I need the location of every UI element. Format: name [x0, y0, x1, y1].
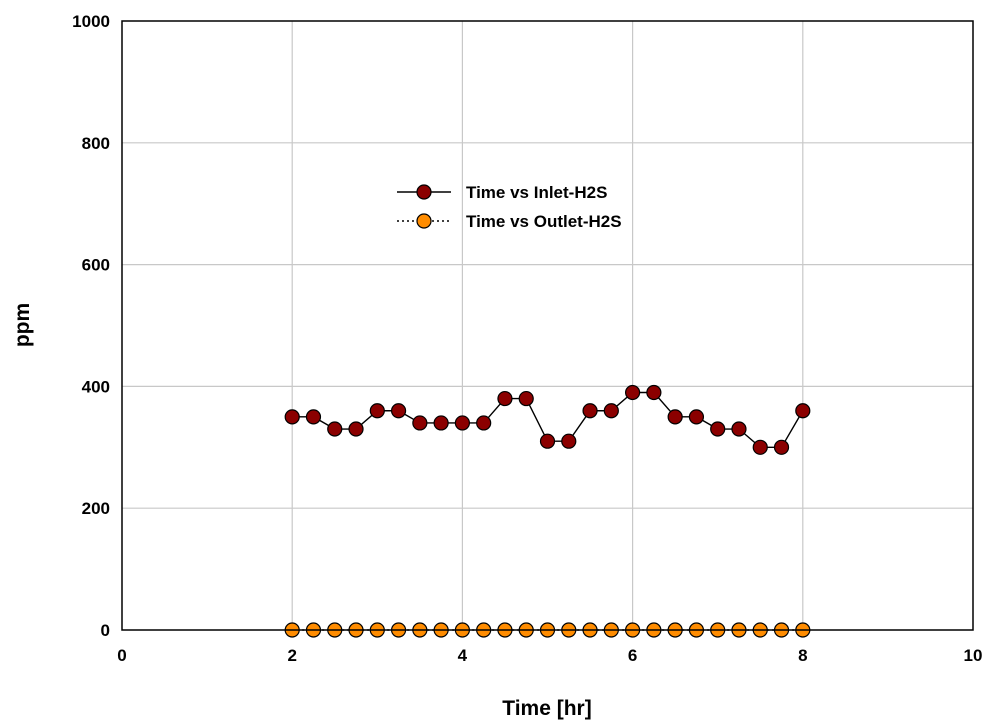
data-point — [518, 390, 534, 407]
x-tick-label: 8 — [798, 646, 807, 665]
data-point — [327, 421, 343, 437]
series-layer — [284, 384, 811, 638]
data-point — [582, 403, 598, 419]
legend-marker — [416, 184, 432, 200]
data-point — [710, 421, 726, 437]
grid — [122, 21, 973, 630]
y-tick-label: 600 — [82, 256, 110, 275]
plot-frame — [121, 20, 974, 631]
data-point — [476, 415, 492, 431]
data-point — [390, 403, 407, 419]
x-axis-ticks: 0 2 4 6 8 10 — [117, 646, 982, 665]
data-point — [561, 433, 577, 449]
series-group — [284, 384, 811, 455]
data-point — [433, 415, 449, 431]
x-tick-label: 0 — [117, 646, 126, 665]
y-tick-label: 0 — [101, 621, 110, 640]
data-point — [731, 421, 747, 437]
data-point — [284, 409, 300, 425]
legend-label: Time vs Inlet-H2S — [466, 183, 607, 202]
y-tick-label: 200 — [82, 499, 110, 518]
data-point — [752, 439, 768, 455]
data-point — [454, 415, 470, 431]
x-tick-label: 4 — [458, 646, 468, 665]
y-axis-ticks: 0 200 400 600 800 1000 — [72, 12, 110, 640]
data-point — [305, 409, 322, 425]
x-tick-label: 2 — [287, 646, 296, 665]
data-point — [667, 409, 683, 425]
x-tick-label: 6 — [628, 646, 637, 665]
y-tick-label: 1000 — [72, 12, 110, 31]
legend: Time vs Inlet-H2S Time vs Outlet-H2S — [397, 183, 622, 231]
x-axis-title: Time [hr] — [502, 697, 591, 720]
legend-label: Time vs Outlet-H2S — [466, 212, 622, 231]
data-point — [497, 390, 513, 407]
data-point — [646, 384, 662, 401]
y-axis-title: ppm — [11, 303, 34, 347]
y-tick-label: 400 — [82, 377, 110, 396]
data-point — [688, 409, 705, 425]
x-tick-label: 10 — [964, 646, 983, 665]
data-point — [603, 403, 619, 419]
legend-marker — [416, 213, 432, 229]
data-point — [624, 384, 641, 401]
data-point — [539, 433, 556, 449]
data-point — [773, 439, 790, 455]
data-point — [348, 421, 364, 437]
data-point — [369, 403, 385, 419]
y-tick-label: 800 — [82, 134, 110, 153]
data-point — [412, 415, 428, 431]
data-point — [795, 403, 811, 419]
